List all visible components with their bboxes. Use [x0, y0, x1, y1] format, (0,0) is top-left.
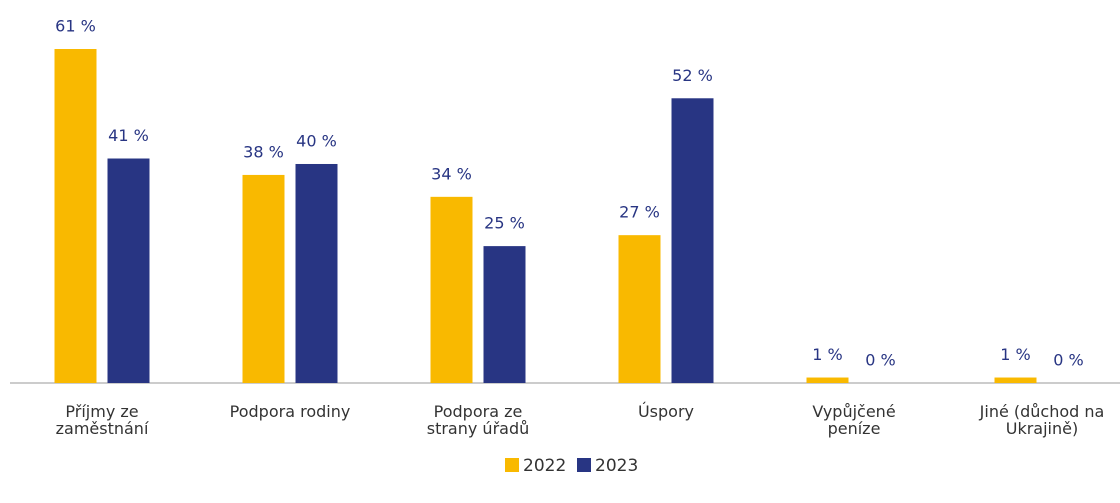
- value-label: 41 %: [108, 126, 149, 145]
- x-tick-label: Vypůjčené peníze: [812, 402, 896, 438]
- value-label: 61 %: [55, 17, 96, 36]
- value-label: 34 %: [431, 164, 472, 183]
- value-label: 0 %: [865, 351, 895, 370]
- bar: [806, 377, 849, 383]
- bar: [994, 377, 1037, 383]
- value-label: 25 %: [484, 214, 525, 233]
- value-label: 38 %: [243, 142, 284, 161]
- x-tick-label: Příjmy ze zaměstnání: [55, 402, 149, 438]
- bar: [295, 163, 338, 383]
- bar: [671, 98, 714, 383]
- bar: [107, 158, 150, 383]
- value-label: 52 %: [672, 66, 713, 85]
- x-tick-label: Úspory: [637, 402, 695, 421]
- bar: [618, 235, 661, 383]
- value-label: 40 %: [296, 131, 337, 150]
- bar: [483, 246, 526, 383]
- value-label: 0 %: [1053, 351, 1083, 370]
- value-label: 1 %: [1000, 345, 1030, 364]
- value-label: 27 %: [619, 203, 660, 222]
- x-tick-label: Podpora rodiny: [229, 402, 351, 421]
- bar: [242, 174, 285, 383]
- x-tick-label: Jiné (důchod na Ukrajině): [979, 402, 1105, 438]
- legend-swatch: [577, 458, 591, 472]
- legend-label: 2023: [595, 456, 638, 476]
- bar: [430, 196, 473, 383]
- legend-swatch: [505, 458, 519, 472]
- legend-label: 2022: [523, 456, 566, 476]
- bar: [54, 49, 97, 383]
- x-tick-label: Podpora ze strany úřadů: [426, 402, 530, 438]
- value-label: 1 %: [812, 345, 842, 364]
